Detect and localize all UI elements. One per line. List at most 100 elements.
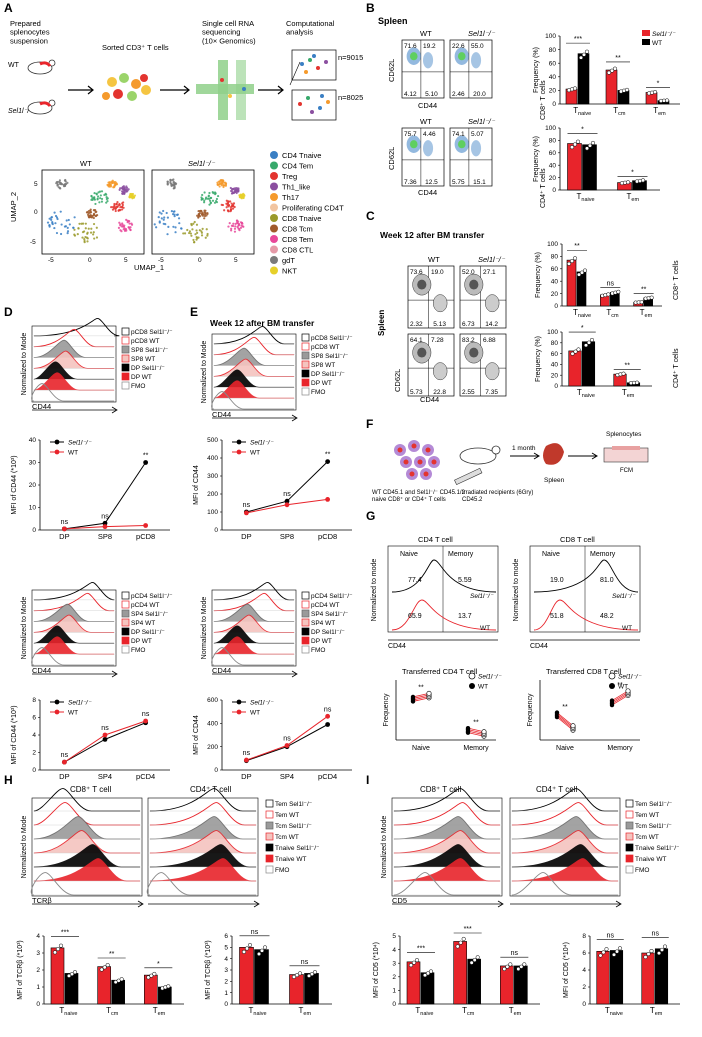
umap-point <box>92 222 96 226</box>
histogram-curve <box>33 582 115 601</box>
bar <box>304 973 319 1005</box>
umap-point <box>224 181 227 184</box>
umap-point <box>89 214 93 217</box>
y-tick-label: 40 <box>549 74 557 81</box>
umap-point <box>222 179 225 182</box>
umap-point <box>56 183 59 186</box>
umap-point <box>66 230 70 233</box>
x-tick-label: Tem <box>622 388 635 399</box>
data-point <box>522 962 527 967</box>
data-point <box>408 963 414 968</box>
x-axis-label: CD44 <box>32 402 51 411</box>
histogram-curve <box>213 336 294 356</box>
flow-plot-frame <box>407 265 455 329</box>
legend-swatch <box>121 327 130 336</box>
bar <box>582 144 597 191</box>
scatter-thumb-2 <box>291 89 337 121</box>
umap-point <box>203 201 206 204</box>
axis-arrow-head <box>111 670 118 678</box>
umap-point <box>76 233 79 236</box>
series-point <box>61 759 67 765</box>
umap-point <box>177 217 181 220</box>
axis-arrow-head <box>497 900 504 908</box>
umap-point <box>231 224 235 228</box>
umap-point <box>95 236 99 239</box>
y-tick-label: 60 <box>551 266 559 273</box>
umap-point <box>108 185 111 188</box>
x-axis-label: CD44 <box>212 666 231 675</box>
umap-point <box>219 179 222 182</box>
x-tick-label: Tem <box>653 106 666 117</box>
data-point <box>312 970 318 975</box>
umap-point <box>216 181 219 184</box>
gate-value: 65.9 <box>408 613 422 620</box>
flow-plot-frame <box>407 333 455 397</box>
umap-point <box>92 231 95 234</box>
gate-value: 77.4 <box>408 577 422 584</box>
umap-ko-title: Sel1l⁻/⁻ <box>188 159 216 168</box>
umap-point <box>55 231 59 235</box>
histogram-curve <box>149 816 256 840</box>
umap-point <box>203 191 206 194</box>
umap-point <box>227 205 230 208</box>
umap-point <box>233 205 236 209</box>
x-tick-label: Tem <box>299 1006 312 1017</box>
pair-line <box>611 692 629 703</box>
umap-point <box>158 211 161 214</box>
subscript: naive <box>581 197 594 203</box>
umap-point <box>233 230 237 233</box>
pair-line <box>412 694 430 699</box>
quadrant-value: 7.28 <box>431 337 444 344</box>
data-point <box>576 272 582 277</box>
data-point <box>640 178 646 183</box>
umap-point <box>81 230 85 234</box>
data-point <box>69 971 75 977</box>
legend-label: FMO <box>311 647 325 654</box>
umap-y-label: UMAP_2 <box>9 192 18 222</box>
umap-point <box>201 212 204 216</box>
umap-point <box>73 233 76 236</box>
i-title-cd8: CD8⁺ T cell <box>420 785 461 794</box>
umap-point <box>86 240 89 243</box>
data-point <box>609 68 615 73</box>
histogram-curve <box>30 872 140 896</box>
legend-point <box>236 709 242 715</box>
y-tick-label: 0 <box>214 527 218 534</box>
umap-point <box>235 219 239 222</box>
legend-label: SP8 WT <box>131 356 155 363</box>
quadrant-value: 22.6 <box>452 43 465 50</box>
legend-label: CD8 Tnaive <box>282 214 321 223</box>
quadrant-value: 7.35 <box>485 389 498 396</box>
bar <box>568 350 582 387</box>
data-point <box>572 256 578 261</box>
legend-label: pCD4 WT <box>311 602 340 609</box>
c-spleen: Spleen <box>377 310 386 336</box>
legend-label: FMO <box>275 867 289 874</box>
subscript: naive <box>578 111 591 117</box>
sig-label: * <box>157 961 160 968</box>
umap-point <box>118 221 121 224</box>
subscript: naive <box>253 1011 266 1017</box>
histogram-curve <box>33 788 140 812</box>
umap-point <box>230 202 233 205</box>
y-tick-label: 6 <box>224 933 228 940</box>
data-point <box>52 950 58 955</box>
umap-point <box>51 222 54 225</box>
umap-point <box>191 228 194 231</box>
quadrant-value: 55.0 <box>471 43 484 50</box>
legend-label: SP8 Sel1l⁻/⁻ <box>131 347 169 354</box>
density-core <box>409 52 418 61</box>
histogram-curve <box>511 844 618 868</box>
series-point <box>243 757 249 763</box>
umap-point <box>192 222 195 225</box>
legend-swatch <box>625 865 634 874</box>
histogram-curve <box>33 603 114 623</box>
umap-xtick: 0 <box>198 257 202 264</box>
umap-point <box>232 222 235 225</box>
y-tick-label: 0 <box>554 303 558 310</box>
legend-swatch <box>625 832 634 841</box>
umap-point <box>95 214 98 217</box>
legend-label: Sel1l⁻/⁻ <box>250 440 274 447</box>
histogram-curve <box>31 383 114 402</box>
legend-swatch <box>625 799 634 808</box>
